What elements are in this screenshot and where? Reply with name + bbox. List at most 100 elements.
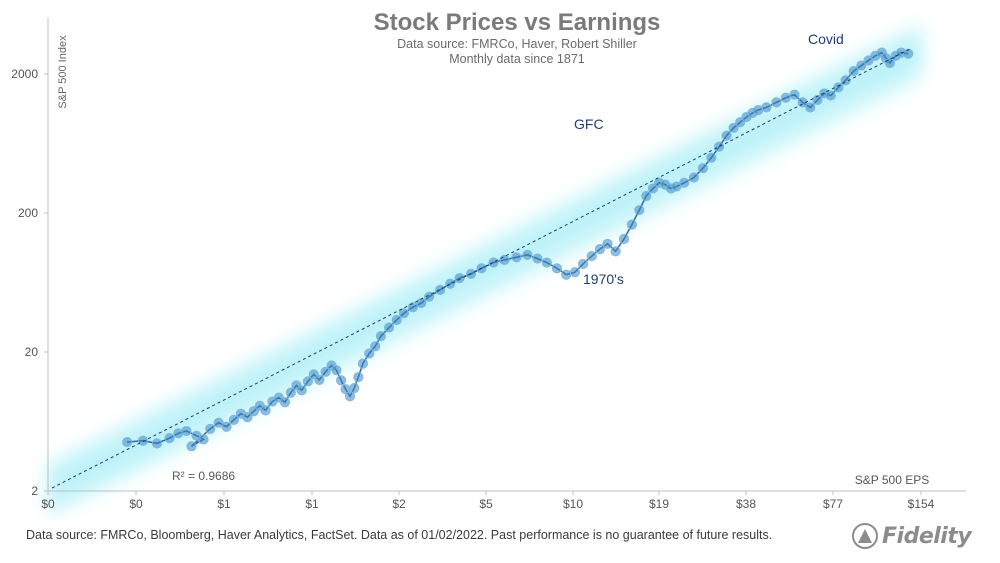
x-tick-label: $0: [129, 497, 143, 511]
regression-line: [51, 47, 913, 489]
data-point: [522, 249, 533, 260]
data-point: [213, 417, 224, 428]
data-point: [242, 412, 253, 423]
data-point: [721, 130, 732, 141]
data-point: [353, 371, 364, 383]
x-tick-label: $2: [392, 497, 406, 511]
data-point: [454, 273, 465, 284]
data-point: [331, 365, 342, 376]
data-point: [761, 102, 772, 113]
data-point: [296, 385, 307, 396]
annotation-covid: Covid: [808, 31, 844, 47]
x-tick-label: $10: [563, 497, 583, 511]
data-point: [349, 382, 360, 394]
data-point: [697, 163, 709, 174]
x-tick-label: $77: [823, 497, 843, 511]
fidelity-logo-icon: [852, 523, 878, 549]
data-point: [320, 366, 331, 377]
data-point: [370, 341, 381, 352]
data-point: [903, 48, 914, 59]
data-point: [205, 423, 216, 434]
data-point: [532, 253, 543, 264]
data-point: [416, 297, 427, 309]
data-point: [499, 254, 510, 265]
data-point: [577, 258, 589, 270]
data-point: [541, 257, 552, 268]
data-point: [364, 348, 375, 359]
x-tick-label: $38: [736, 497, 756, 511]
chart-subtitle-line-1: Data source: FMRCo, Haver, Robert Shille…: [397, 37, 637, 51]
y-tick-label: 20: [25, 345, 39, 359]
data-point: [551, 263, 563, 274]
data-point: [679, 177, 690, 188]
data-point: [198, 434, 209, 445]
footer-disclaimer: Data source: FMRCo, Bloomberg, Haver Ana…: [26, 528, 773, 542]
data-point: [561, 269, 572, 280]
data-point: [848, 65, 859, 77]
data-point: [435, 284, 446, 295]
data-point: [302, 376, 314, 387]
data-point: [279, 397, 291, 408]
data-point: [641, 190, 652, 202]
data-point: [407, 302, 419, 313]
data-point: [314, 374, 325, 385]
data-point: [825, 90, 836, 101]
y-tick-label: 200: [18, 206, 38, 220]
fidelity-logo: Fidelity: [852, 521, 972, 551]
data-point: [634, 204, 645, 216]
data-point: [569, 267, 581, 278]
data-point: [647, 183, 659, 194]
fidelity-logo-wordmark: Fidelity: [882, 523, 972, 549]
data-point: [594, 243, 606, 255]
data-point: [780, 92, 791, 103]
data-series: [122, 47, 914, 452]
y-tick-label: 2: [31, 484, 38, 498]
y-tick-label: 2000: [11, 67, 38, 81]
data-point: [228, 414, 239, 425]
x-tick-label: $154: [908, 497, 935, 511]
data-point: [336, 375, 347, 386]
chart-title: Stock Prices vs Earnings: [374, 9, 661, 36]
data-point: [391, 314, 402, 326]
chart-svg: 2 20 200 2000 $0 $0 $1 $1 $2 $5 $10 $19 $38 $77 $154 S…: [11, 9, 966, 520]
x-tick-label: $1: [217, 497, 231, 511]
chart-subtitle-line-2: Monthly data since 1871: [449, 52, 585, 66]
data-point: [626, 219, 637, 230]
annotation-gfc: GFC: [574, 116, 604, 132]
data-point: [285, 387, 296, 398]
x-tick-label: $1: [305, 497, 319, 511]
data-point: [151, 438, 163, 449]
annotation-1970s: 1970's: [583, 271, 624, 287]
x-axis-label: S&P 500 EPS: [855, 473, 930, 487]
data-point: [812, 94, 823, 106]
data-point: [688, 172, 700, 183]
data-point: [344, 391, 356, 402]
data-point: [511, 252, 522, 263]
data-point: [375, 331, 387, 342]
data-point: [610, 246, 621, 257]
data-point: [488, 257, 499, 268]
data-point: [260, 405, 271, 416]
data-point: [789, 89, 800, 100]
data-point: [714, 141, 725, 152]
data-point: [357, 358, 369, 369]
y-axis-label: S&P 500 Index: [57, 35, 69, 109]
data-point: [122, 436, 133, 448]
trendline: [51, 47, 913, 489]
data-point: [618, 233, 630, 245]
data-point: [856, 60, 867, 71]
data-point: [706, 152, 717, 163]
data-point: [164, 433, 175, 444]
data-point: [398, 308, 410, 319]
data-point: [137, 435, 149, 446]
x-tick-label: $19: [649, 497, 669, 511]
data-point: [771, 97, 782, 108]
data-point: [805, 102, 816, 113]
r-squared-label: R² = 0.9686: [172, 469, 235, 483]
axes: 2 20 200 2000 $0 $0 $1 $1 $2 $5 $10 $19 $38 $77 $154: [11, 18, 966, 511]
data-point: [833, 82, 844, 93]
data-point: [383, 322, 395, 333]
data-point: [221, 421, 232, 432]
x-tick-label: $5: [479, 497, 493, 511]
